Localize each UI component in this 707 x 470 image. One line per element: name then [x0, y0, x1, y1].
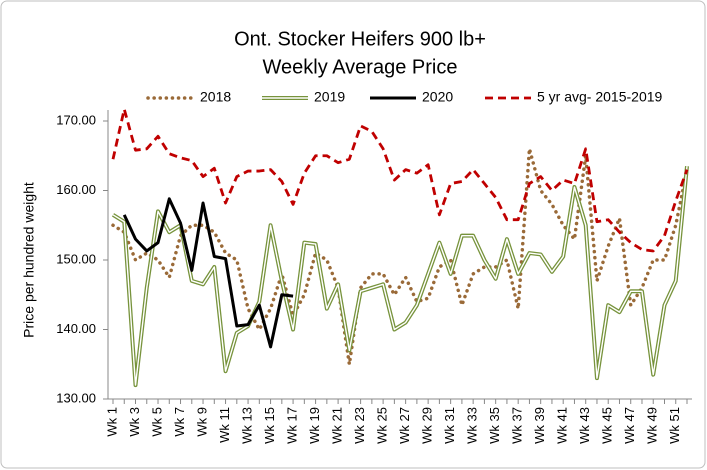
- x-tick-label: Wk 25: [375, 407, 390, 444]
- x-tick-label: Wk 7: [172, 407, 187, 437]
- x-tick-label: Wk 15: [262, 407, 277, 444]
- x-tick-label: Wk 21: [330, 407, 345, 444]
- x-tick-label: Wk 47: [622, 407, 637, 444]
- series-line: [111, 147, 689, 366]
- y-tick-label: 150.00: [56, 251, 96, 266]
- x-tick-label: Wk 17: [285, 407, 300, 444]
- y-tick-label: 170.00: [56, 112, 96, 127]
- y-tick-label: 140.00: [56, 321, 96, 336]
- legend-label: 2019: [314, 89, 345, 105]
- legend-label: 2018: [200, 89, 231, 105]
- x-tick-label: Wk 35: [487, 407, 502, 444]
- x-tick-label: Wk 31: [442, 407, 457, 444]
- x-tick-label: Wk 1: [104, 407, 119, 437]
- x-tick-label: Wk 13: [239, 407, 254, 444]
- x-tick-label: Wk 43: [577, 407, 592, 444]
- series-line-inner: [112, 166, 688, 386]
- y-tick-label: 130.00: [56, 390, 96, 405]
- chart-title: Ont. Stocker Heifers 900 lb+: [234, 28, 486, 50]
- x-tick-label: Wk 29: [420, 407, 435, 444]
- x-tick-label: Wk 37: [510, 407, 525, 444]
- series-line: [111, 107, 689, 253]
- x-tick-label: Wk 11: [217, 407, 232, 443]
- x-tick-label: Wk 39: [532, 407, 547, 444]
- legend-label: 2020: [422, 89, 453, 105]
- x-tick-label: Wk 27: [397, 407, 412, 444]
- y-axis-label: Price per hundred weight: [21, 182, 37, 338]
- x-tick-label: Wk 23: [352, 407, 367, 444]
- x-tick-label: Wk 9: [194, 407, 209, 437]
- chart-subtitle: Weekly Average Price: [263, 56, 458, 78]
- x-tick-label: Wk 51: [667, 407, 682, 444]
- series-line: [122, 197, 294, 349]
- x-tick-label: Wk 33: [465, 407, 480, 444]
- x-tick-label: Wk 19: [307, 407, 322, 444]
- x-tick-label: Wk 3: [127, 407, 142, 437]
- y-tick-label: 160.00: [56, 182, 96, 197]
- x-tick-label: Wk 49: [645, 407, 660, 444]
- x-tick-label: Wk 45: [600, 407, 615, 444]
- x-tick-label: Wk 5: [149, 407, 164, 437]
- legend-label: 5 yr avg- 2015-2019: [537, 89, 663, 105]
- x-tick-label: Wk 41: [555, 407, 570, 444]
